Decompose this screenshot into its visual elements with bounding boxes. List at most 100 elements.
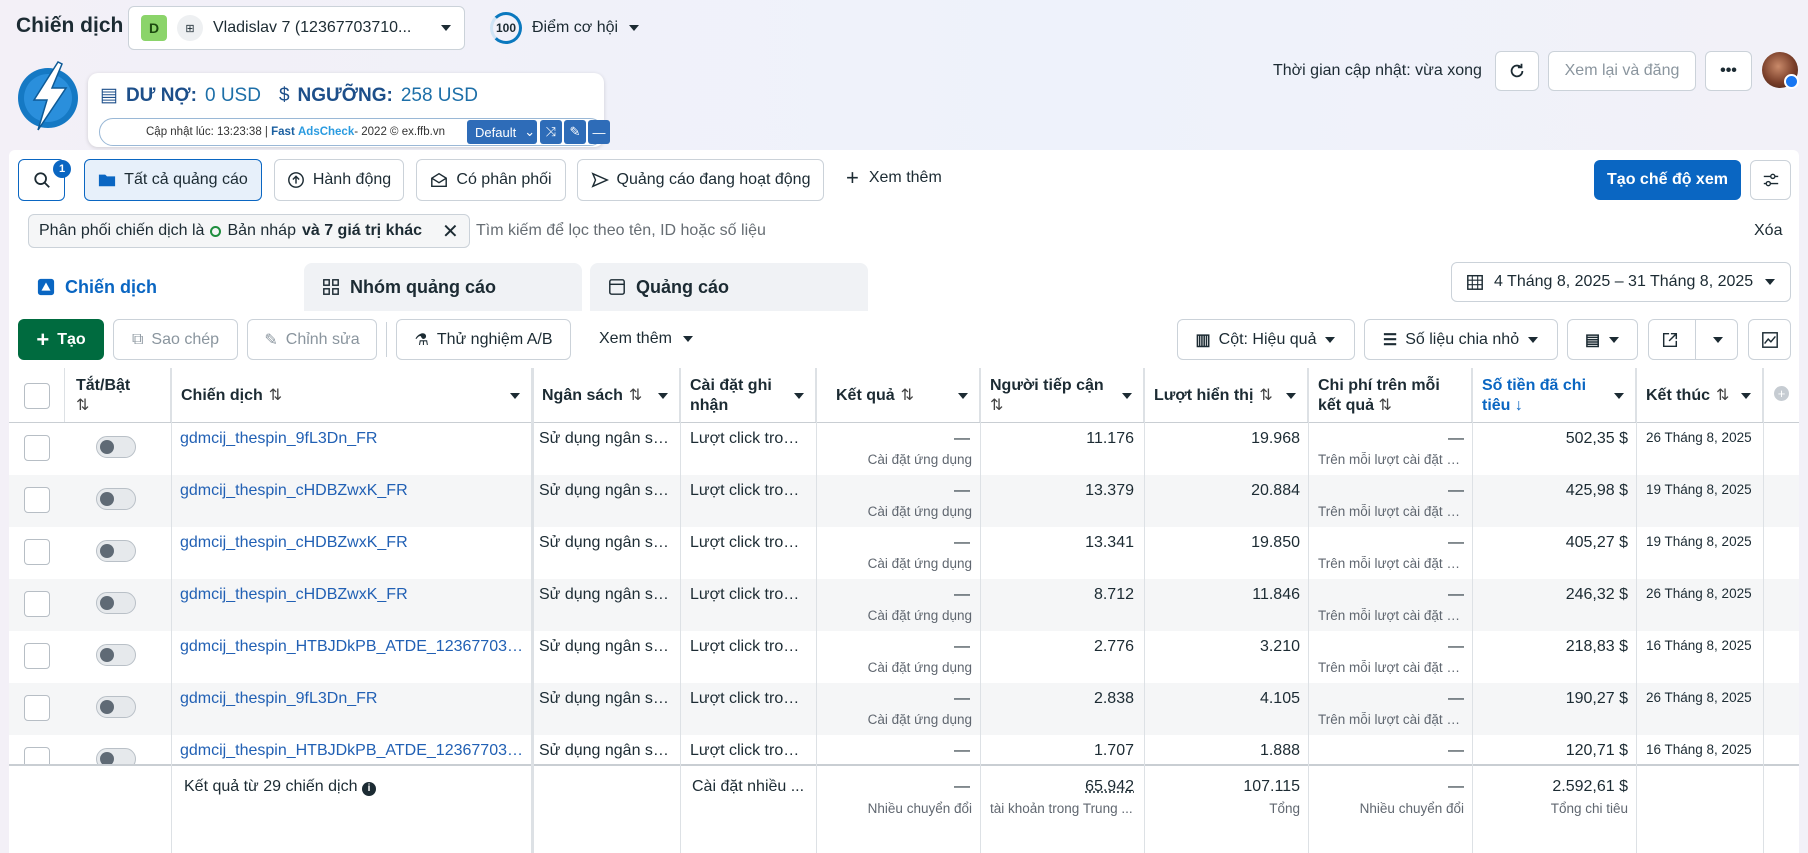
chevron-down-icon[interactable] bbox=[1285, 390, 1297, 402]
campaign-toggle[interactable] bbox=[96, 748, 136, 764]
see-more-actions-button[interactable]: Xem thêm bbox=[599, 330, 694, 348]
row-checkbox[interactable] bbox=[24, 591, 50, 617]
header-campaign[interactable]: Chiến dịch ⇅ bbox=[171, 368, 532, 423]
table-row[interactable]: gdmcij_thespin_HTBJDkPB_ATDE_12367703710… bbox=[9, 631, 1799, 683]
filter-chip[interactable]: Phân phối chiến dịch là Bản nháp và 7 gi… bbox=[28, 214, 470, 248]
lightning-logo-icon bbox=[18, 61, 78, 131]
shuffle-icon[interactable]: ⤨ bbox=[540, 120, 562, 144]
actions-button[interactable]: Hành động bbox=[274, 159, 404, 201]
duplicate-button[interactable]: ⧉ Sao chép bbox=[113, 319, 238, 360]
campaign-toggle[interactable] bbox=[96, 644, 136, 666]
campaign-toggle[interactable] bbox=[96, 592, 136, 614]
header-cost-per-result[interactable]: Chi phí trên mỗi kết quả ⇅ bbox=[1308, 368, 1472, 423]
header-amount-spent[interactable]: Số tiền đã chi tiêu ↓ bbox=[1472, 368, 1636, 423]
breakdown-button[interactable]: ☰ Số liệu chia nhỏ bbox=[1364, 319, 1558, 360]
campaign-name-link[interactable]: gdmcij_thespin_HTBJDkPB_ATDE_12367703710… bbox=[180, 638, 525, 655]
filter-search-input[interactable]: Tìm kiếm để lọc theo tên, ID hoặc số liệ… bbox=[476, 222, 766, 239]
refresh-button[interactable] bbox=[1495, 51, 1539, 91]
chevron-down-icon[interactable] bbox=[793, 390, 805, 402]
ends-cell: 26 Tháng 8, 2025 bbox=[1646, 430, 1752, 445]
search-count-badge: 1 bbox=[53, 160, 71, 178]
chevron-down-icon[interactable] bbox=[1740, 390, 1752, 402]
delivered-button[interactable]: Có phân phối bbox=[416, 159, 566, 201]
clear-filters-link[interactable]: Xóa bbox=[1754, 222, 1783, 239]
export-button[interactable] bbox=[1648, 319, 1738, 360]
tab-label: Nhóm quảng cáo bbox=[350, 276, 497, 297]
preset-label: Default bbox=[475, 124, 517, 140]
row-checkbox[interactable] bbox=[24, 747, 50, 764]
header-budget[interactable]: Ngân sách ⇅ bbox=[532, 368, 680, 423]
tab-ad-sets[interactable]: Nhóm quảng cáo bbox=[304, 263, 582, 311]
table-row[interactable]: gdmcij_thespin_cHDBZwxK_FR Sử dụng ngân s… bbox=[9, 475, 1799, 527]
campaign-name-link[interactable]: gdmcij_thespin_HTBJDkPB_ATDE_12367703710… bbox=[180, 742, 525, 759]
campaign-toggle[interactable] bbox=[96, 488, 136, 510]
columns-button[interactable]: ▥ Cột: Hiệu quả bbox=[1177, 319, 1355, 360]
account-selector[interactable]: D ⊞ Vladislav 7 (12367703710... bbox=[128, 6, 465, 50]
view-settings-button[interactable] bbox=[1750, 160, 1791, 200]
delivered-label: Có phân phối bbox=[456, 171, 552, 188]
chevron-down-icon[interactable] bbox=[957, 390, 969, 402]
select-all-checkbox[interactable] bbox=[24, 383, 50, 409]
header-label: Tắt/Bật bbox=[76, 376, 131, 394]
reach-cell: 2.838 bbox=[1093, 690, 1134, 707]
ab-test-label: Thử nghiệm A/B bbox=[436, 330, 553, 348]
tab-ads[interactable]: Quảng cáo bbox=[590, 263, 868, 311]
header-attribution[interactable]: Cài đặt ghi nhận bbox=[680, 368, 816, 423]
results-sub: Cài đặt ứng dụng bbox=[867, 608, 972, 623]
minimize-icon[interactable]: — bbox=[588, 120, 610, 144]
chevron-down-icon[interactable] bbox=[509, 390, 521, 402]
more-options-button[interactable]: ••• bbox=[1705, 51, 1752, 91]
see-more-filters-button[interactable]: + Xem thêm bbox=[846, 167, 942, 189]
chart-button[interactable] bbox=[1748, 319, 1791, 360]
active-ads-button[interactable]: Quảng cáo đang hoạt động bbox=[577, 159, 824, 201]
header-toggle[interactable]: Tắt/Bật ⇅ bbox=[65, 368, 171, 423]
chevron-down-icon[interactable] bbox=[1121, 390, 1133, 402]
campaign-name-link[interactable]: gdmcij_thespin_cHDBZwxK_FR bbox=[180, 586, 408, 603]
create-view-button[interactable]: Tạo chế độ xem bbox=[1594, 160, 1741, 200]
all-ads-button[interactable]: Tất cả quảng cáo bbox=[84, 159, 262, 201]
header-reach[interactable]: Người tiếp cận ⇅ bbox=[980, 368, 1144, 423]
opportunity-score[interactable]: 100 Điểm cơ hội bbox=[490, 12, 640, 44]
row-checkbox[interactable] bbox=[24, 539, 50, 565]
chevron-down-icon[interactable] bbox=[1613, 390, 1625, 402]
see-more-label: Xem thêm bbox=[599, 330, 672, 347]
footer-results: — bbox=[954, 778, 970, 795]
header-label: Cài đặt ghi nhận bbox=[690, 376, 772, 414]
tab-campaigns[interactable]: Chiến dịch bbox=[19, 261, 297, 313]
ab-test-button[interactable]: ⚗ Thử nghiệm A/B bbox=[396, 319, 571, 360]
campaign-name-link[interactable]: gdmcij_thespin_9fL3Dn_FR bbox=[180, 690, 378, 707]
table-row[interactable]: gdmcij_thespin_9fL3Dn_FR Sử dụng ngân sác… bbox=[9, 683, 1799, 735]
campaign-toggle[interactable] bbox=[96, 696, 136, 718]
create-button[interactable]: + Tạo bbox=[18, 319, 104, 360]
export-icon bbox=[1662, 332, 1678, 347]
chevron-down-icon[interactable] bbox=[657, 390, 669, 402]
review-publish-button[interactable]: Xem lại và đăng bbox=[1548, 51, 1696, 91]
row-checkbox[interactable] bbox=[24, 695, 50, 721]
table-row[interactable]: gdmcij_thespin_cHDBZwxK_FR Sử dụng ngân s… bbox=[9, 527, 1799, 579]
table-row[interactable]: gdmcij_thespin_9fL3Dn_FR Sử dụng ngân sác… bbox=[9, 423, 1799, 475]
column-divider bbox=[816, 368, 817, 853]
campaign-toggle[interactable] bbox=[96, 540, 136, 562]
close-icon[interactable]: ✕ bbox=[442, 220, 459, 243]
edit-button[interactable]: ✎ Chỉnh sửa bbox=[247, 319, 377, 360]
campaign-name-link[interactable]: gdmcij_thespin_cHDBZwxK_FR bbox=[180, 482, 408, 499]
table-row[interactable]: gdmcij_thespin_cHDBZwxK_FR Sử dụng ngân s… bbox=[9, 579, 1799, 631]
reports-button[interactable]: ▤ bbox=[1567, 319, 1638, 360]
header-results[interactable]: Kết quả ⇅ bbox=[816, 368, 980, 423]
row-checkbox[interactable] bbox=[24, 435, 50, 461]
edit-icon[interactable]: ✎ bbox=[564, 120, 586, 144]
info-icon[interactable]: i bbox=[361, 782, 376, 796]
add-column-icon[interactable]: + bbox=[1774, 386, 1789, 401]
campaign-name-link[interactable]: gdmcij_thespin_cHDBZwxK_FR bbox=[180, 534, 408, 551]
row-checkbox[interactable] bbox=[24, 487, 50, 513]
preset-select[interactable]: Default ⌄ bbox=[467, 120, 537, 144]
header-impressions[interactable]: Lượt hiển thị ⇅ bbox=[1144, 368, 1308, 423]
update-time: Thời gian cập nhật: vừa xong bbox=[1273, 62, 1482, 79]
campaign-toggle[interactable] bbox=[96, 436, 136, 458]
campaign-name-link[interactable]: gdmcij_thespin_9fL3Dn_FR bbox=[180, 430, 378, 447]
header-ends[interactable]: Kết thúc ⇅ bbox=[1636, 368, 1763, 423]
columns-label: Cột: Hiệu quả bbox=[1218, 330, 1317, 348]
table-row[interactable]: gdmcij_thespin_HTBJDkPB_ATDE_12367703710… bbox=[9, 735, 1799, 764]
date-range-picker[interactable]: 4 Tháng 8, 2025 – 31 Tháng 8, 2025 bbox=[1451, 262, 1791, 302]
row-checkbox[interactable] bbox=[24, 643, 50, 669]
